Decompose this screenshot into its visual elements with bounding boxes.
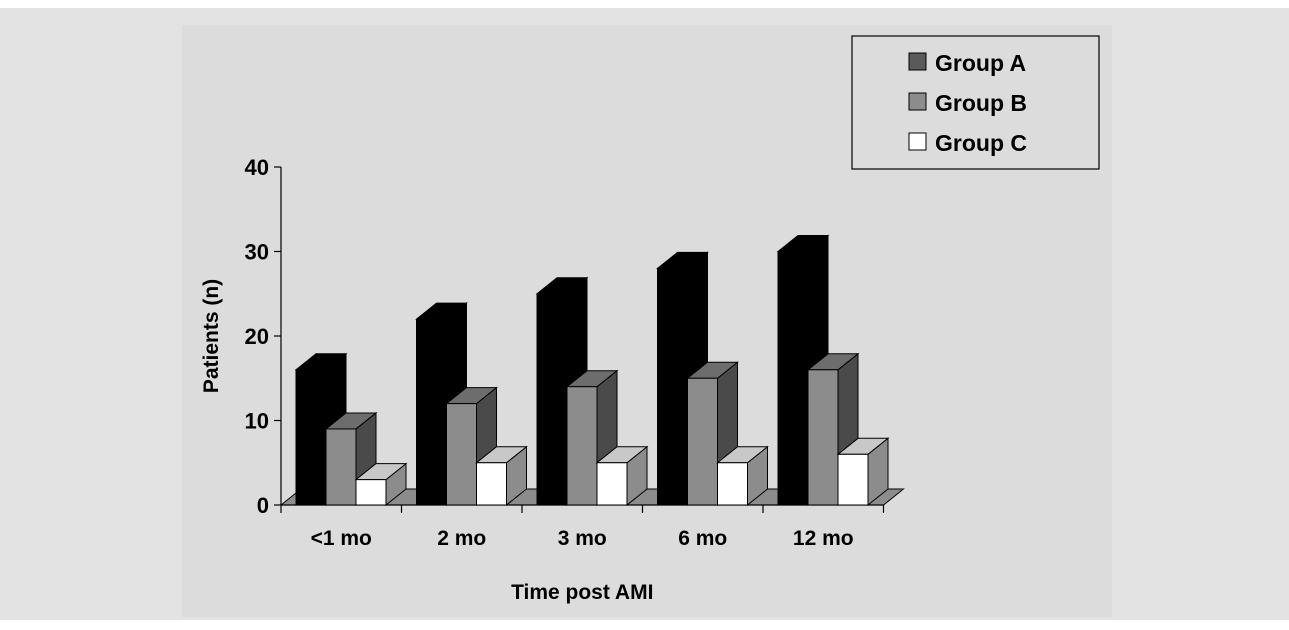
legend-swatch-group-c (908, 132, 927, 151)
bar-group-c-2-mo (475, 445, 528, 507)
bar-front-face (295, 369, 327, 506)
legend-box (851, 35, 1100, 170)
bar-front-face (536, 293, 568, 506)
bar-group-c-12-mo (836, 437, 890, 507)
y-axis-label: Patients (n) (200, 279, 223, 393)
x-tick-label-1-mo: <1 mo (311, 527, 372, 550)
legend: Group A Group B Group C (851, 35, 1100, 170)
bar-front-face (777, 251, 809, 506)
bar-group-c-6-mo (716, 445, 769, 507)
y-tick-label: 0 (257, 493, 269, 518)
legend-label-group-c: Group C (935, 130, 1027, 156)
bar-front-face (446, 403, 477, 506)
legend-swatch-group-b (908, 92, 927, 111)
bar-front-face (325, 428, 357, 506)
y-tick-label: 20 (245, 324, 269, 349)
x-tick-label-6-mo: 6 mo (678, 527, 727, 550)
bar-front-face (687, 377, 718, 506)
x-tick-label-2-mo: 2 mo (437, 527, 486, 550)
y-tick-label: 10 (245, 409, 269, 434)
bars (294, 234, 890, 507)
legend-label-group-a: Group A (935, 50, 1026, 76)
legend-swatch-group-a (908, 52, 927, 71)
bar-chart: Patients (n) Time post AMI 0 10 20 30 40 <1 m… (182, 25, 1112, 617)
chart-frame: Patients (n) Time post AMI 0 10 20 30 40 <1 m… (0, 8, 1289, 620)
legend-label-group-b: Group B (935, 90, 1027, 116)
bar-front-face (837, 453, 869, 506)
bar-front-face (596, 462, 628, 506)
bar-front-face (657, 267, 688, 506)
y-tick-label: 40 (245, 155, 269, 180)
bar-front-face (566, 386, 598, 506)
bar-front-face (807, 369, 839, 506)
x-tick-label-3-mo: 3 mo (558, 527, 607, 550)
x-tick-label-12-mo: 12 mo (793, 527, 854, 550)
bar-front-face (355, 479, 387, 506)
bar-group-c-1-mo (354, 462, 408, 507)
y-tick-label: 30 (245, 240, 269, 265)
bar-front-face (416, 318, 447, 506)
bar-front-face (717, 462, 748, 506)
bar-group-c-3-mo (595, 445, 649, 507)
bar-front-face (476, 462, 507, 506)
x-axis-label: Time post AMI (511, 581, 653, 604)
